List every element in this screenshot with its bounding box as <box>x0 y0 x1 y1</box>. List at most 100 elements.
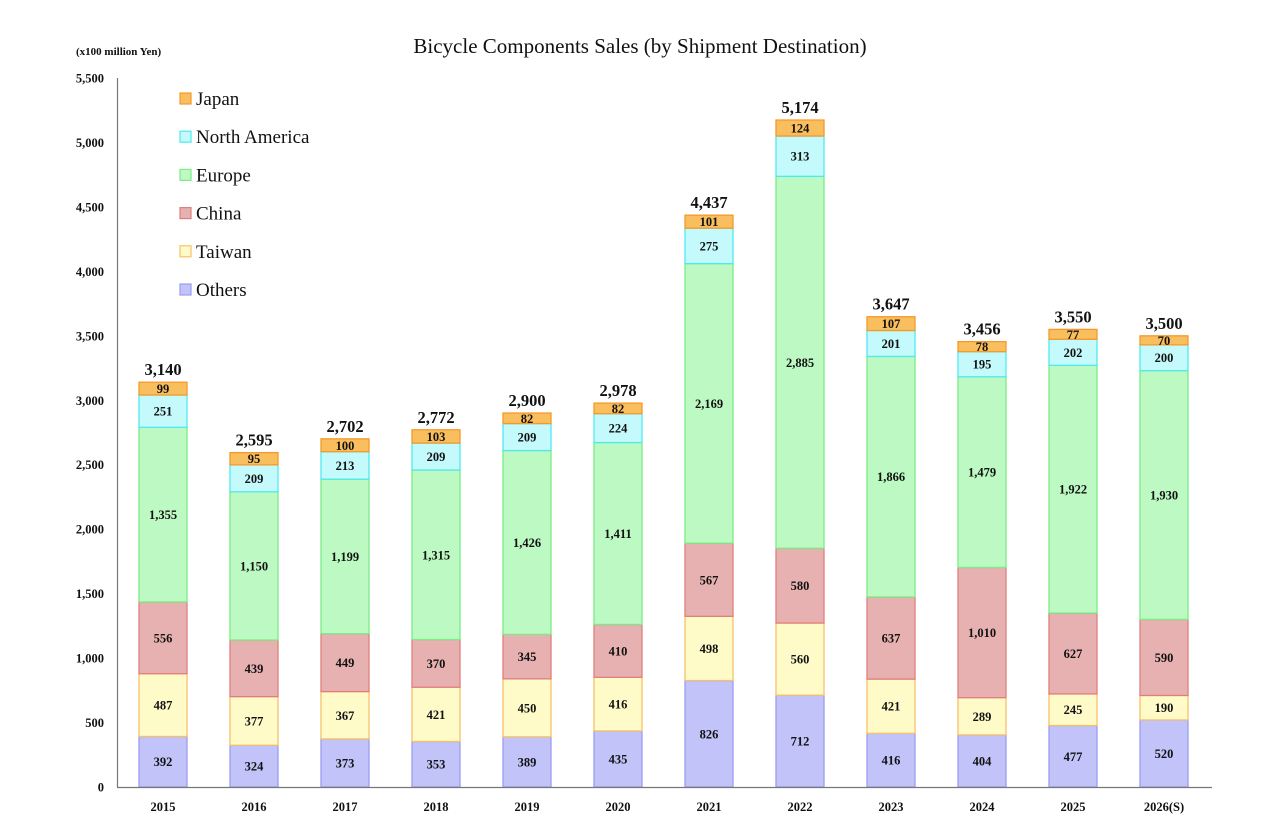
legend-label: Japan <box>196 89 240 110</box>
total-value-label: 3,550 <box>1054 307 1091 326</box>
bar-segment-taiwan <box>502 678 552 738</box>
segment-value-label: 202 <box>1064 346 1083 360</box>
bar-segment-others <box>775 694 825 788</box>
segment-value-label: 435 <box>609 752 628 766</box>
segment-value-label: 195 <box>973 358 992 372</box>
segment-value-label: 392 <box>154 755 173 769</box>
legend-label: Taiwan <box>196 242 252 263</box>
bar-segment-north-america <box>1048 338 1098 366</box>
legend-label: Others <box>196 280 247 301</box>
segment-value-label: 2,169 <box>695 397 723 411</box>
bar-segment-europe <box>593 441 643 626</box>
segment-value-label: 1,010 <box>968 626 996 640</box>
total-value-label: 2,978 <box>599 381 636 400</box>
bar-segment-japan <box>684 214 734 229</box>
y-tick-label: 3,000 <box>76 394 104 408</box>
legend-swatch <box>179 130 192 143</box>
x-tick-label: 2023 <box>879 800 904 814</box>
segment-value-label: 367 <box>336 709 355 723</box>
bar-segment-north-america <box>320 451 370 480</box>
segment-value-label: 580 <box>791 579 810 593</box>
total-value-label: 2,900 <box>508 391 545 410</box>
bar-stack: 416 421 637 1,866 201 107 3,647 <box>866 295 916 788</box>
bar-segment-taiwan <box>138 673 188 738</box>
total-value-label: 2,595 <box>235 431 272 450</box>
bar-segment-china <box>1139 618 1189 697</box>
bar-segment-japan <box>229 451 279 466</box>
bar-segment-others <box>502 736 552 788</box>
bar-segment-taiwan <box>1048 693 1098 727</box>
bar-segment-china <box>684 542 734 617</box>
segment-value-label: 353 <box>427 758 446 772</box>
bar-segment-japan <box>1048 328 1098 340</box>
segment-value-label: 449 <box>336 656 355 670</box>
total-value-label: 3,140 <box>144 360 181 379</box>
bar-segment-china <box>957 566 1007 699</box>
segment-value-label: 370 <box>427 657 446 671</box>
x-tick-label: 2020 <box>606 800 631 814</box>
bar-segment-north-america <box>502 422 552 452</box>
bar-segment-taiwan <box>866 678 916 735</box>
chart-title: Bicycle Components Sales (by Shipment De… <box>413 34 866 58</box>
bar-segment-europe <box>957 376 1007 569</box>
total-value-label: 3,456 <box>963 320 1000 339</box>
segment-value-label: 82 <box>612 402 625 416</box>
segment-value-label: 190 <box>1155 701 1174 715</box>
y-tick-label: 5,500 <box>76 72 104 86</box>
segment-value-label: 712 <box>791 735 810 749</box>
segment-value-label: 416 <box>609 698 628 712</box>
y-tick-label: 3,500 <box>76 329 104 343</box>
segment-value-label: 209 <box>518 431 537 445</box>
x-tick-label: 2017 <box>333 800 358 814</box>
segment-value-label: 389 <box>518 755 537 769</box>
bar-stack: 712 560 580 2,885 313 124 5,174 <box>775 98 825 788</box>
bar-stack: 826 498 567 2,169 275 101 4,437 <box>684 193 734 788</box>
x-tick-label: 2024 <box>970 800 996 814</box>
total-value-label: 4,437 <box>690 193 727 212</box>
segment-value-label: 637 <box>882 632 901 646</box>
y-axis-unit-label: (x100 million Yen) <box>76 46 161 58</box>
segment-value-label: 70 <box>1158 334 1171 348</box>
segment-value-label: 1,411 <box>604 527 631 541</box>
segment-value-label: 289 <box>973 710 992 724</box>
bar-segment-japan <box>866 316 916 332</box>
x-tick-label: 2026(S) <box>1144 800 1184 814</box>
segment-value-label: 404 <box>973 754 993 768</box>
segment-value-label: 82 <box>521 412 534 426</box>
segment-value-label: 313 <box>791 150 810 164</box>
segment-value-label: 477 <box>1064 750 1083 764</box>
segment-value-label: 200 <box>1155 351 1174 365</box>
bar-segment-japan <box>593 402 643 415</box>
segment-value-label: 1,866 <box>877 470 905 484</box>
segment-value-label: 103 <box>427 430 446 444</box>
bar-segment-north-america <box>593 413 643 444</box>
bar-stack: 477 245 627 1,922 202 77 3,550 <box>1048 307 1098 788</box>
segment-value-label: 77 <box>1067 328 1080 342</box>
legend-item-europe: Europe <box>179 165 251 186</box>
bar-segment-taiwan <box>593 676 643 732</box>
bar-segment-china <box>593 623 643 678</box>
segment-value-label: 101 <box>700 215 719 229</box>
legend-swatch <box>179 245 192 258</box>
bar-segment-north-america <box>684 227 734 265</box>
bar-segment-others <box>684 679 734 788</box>
bar-segment-north-america <box>138 394 188 428</box>
bar-segment-japan <box>502 412 552 425</box>
bar-segment-taiwan <box>1139 694 1189 721</box>
legend-item-others: Others <box>179 280 247 301</box>
x-axis-ticks: 2015 2016 2017 2018 2019 2020 2021 2022 2023 2024… <box>151 800 1185 814</box>
legend-item-north-america: North America <box>179 127 310 148</box>
y-tick-label: 2,500 <box>76 458 104 472</box>
legend-swatch <box>179 168 192 181</box>
bar-stack: 373 367 449 1,199 213 100 2,702 <box>320 417 370 788</box>
segment-value-label: 373 <box>336 756 355 770</box>
bar-segment-north-america <box>1139 344 1189 372</box>
segment-value-label: 124 <box>791 122 811 136</box>
bar-stack: 404 289 1,010 1,479 195 783,456 <box>957 320 1007 788</box>
legend-item-china: China <box>179 204 242 225</box>
bar-stack: 520 190 590 1,930 200 703,500 <box>1139 314 1189 788</box>
bar-stack: 353 421 370 1,315 209 103 2,772 <box>411 408 461 788</box>
bar-segment-japan <box>775 119 825 137</box>
segment-value-label: 421 <box>882 700 901 714</box>
